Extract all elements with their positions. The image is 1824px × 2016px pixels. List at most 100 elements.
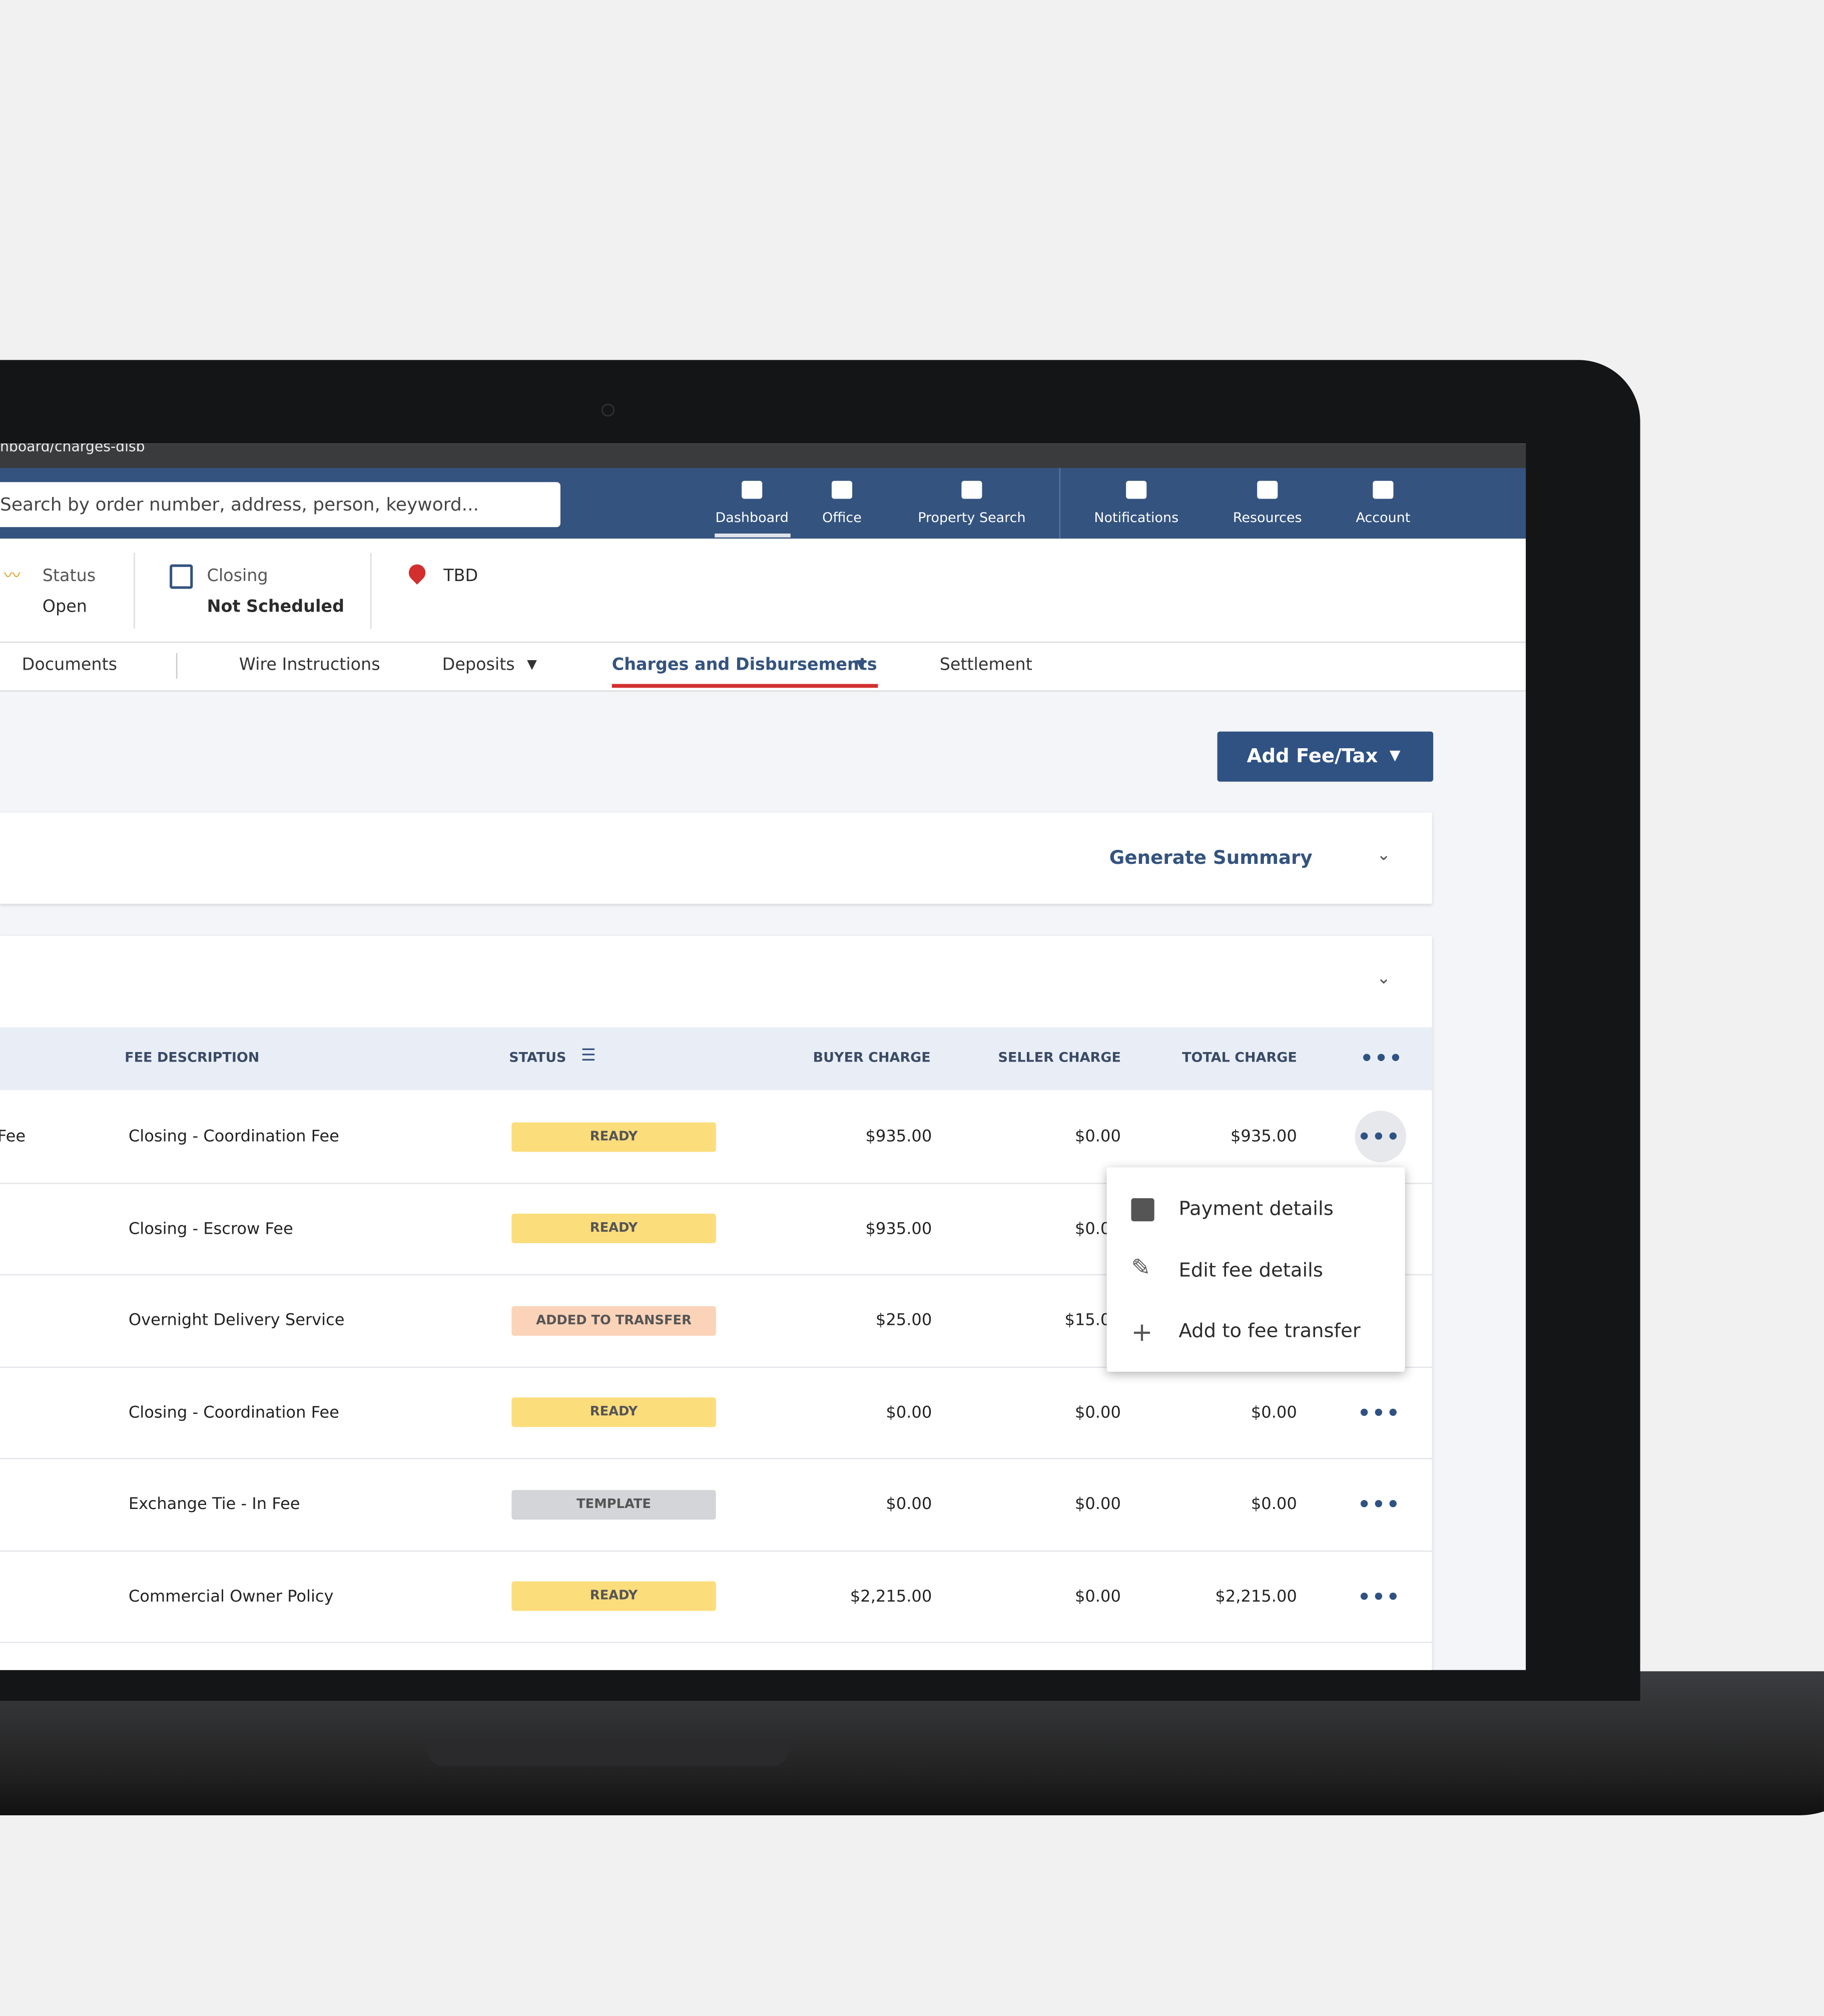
caret: ▼ <box>527 658 537 673</box>
screen: nboard/charges-disb Search by order numb… <box>0 443 1526 1670</box>
fee-code: Fee <box>0 1126 26 1146</box>
menu-icon: + <box>1131 1316 1153 1347</box>
row-menu[interactable]: ••• <box>1357 1584 1401 1609</box>
status-badge: READY <box>511 1581 716 1611</box>
menu-icon: ✎ <box>1131 1255 1151 1282</box>
caret: ▼ <box>856 658 866 673</box>
nav-icon <box>831 480 853 499</box>
nav-divider <box>1059 468 1061 539</box>
divider <box>176 653 178 679</box>
tab-bar <box>0 641 1526 692</box>
buyer-charge: $935.00 <box>865 1126 932 1146</box>
browser-bar <box>0 443 1526 468</box>
chevron[interactable]: ⌄ <box>1377 846 1391 865</box>
divider <box>134 553 135 629</box>
buyer-charge: $2,215.00 <box>850 1585 932 1605</box>
status-badge: READY <box>511 1122 716 1152</box>
total-charge: $0.00 <box>1251 1493 1297 1513</box>
column-header: SELLER CHARGE <box>998 1050 1121 1066</box>
url: nboard/charges-disb <box>0 443 145 455</box>
chevron[interactable]: ⌄ <box>1377 969 1391 989</box>
status-icon: 〰 <box>4 567 21 587</box>
tab[interactable]: Documents <box>22 656 118 675</box>
row-divider <box>0 1457 1432 1459</box>
nav-icon <box>742 480 763 499</box>
add-fee-label: Add Fee/Tax <box>1247 744 1378 768</box>
calendar-icon <box>170 564 193 589</box>
add-fee-button[interactable] <box>1217 731 1434 782</box>
row-divider <box>0 1550 1432 1552</box>
search-placeholder: Search by order number, address, person,… <box>0 494 479 516</box>
caret: ▼ <box>1389 747 1401 764</box>
buyer-charge: $25.00 <box>875 1309 932 1329</box>
row-menu[interactable]: ••• <box>1360 1046 1404 1071</box>
table-header <box>0 1027 1432 1091</box>
tab-underline <box>612 684 878 688</box>
search-box[interactable] <box>0 482 560 528</box>
tab[interactable]: Wire Instructions <box>239 656 380 675</box>
summary-card <box>0 812 1432 904</box>
status-bar <box>0 539 1526 642</box>
column-header: BUYER CHARGE <box>813 1050 931 1066</box>
fee-description: Exchange Tie - In Fee <box>128 1493 300 1513</box>
row-divider <box>0 1182 1432 1184</box>
tab[interactable]: Deposits <box>442 656 515 675</box>
context-menu <box>1106 1167 1405 1372</box>
row-menu[interactable]: ••• <box>1357 1124 1401 1149</box>
buyer-charge: $0.00 <box>886 1493 932 1513</box>
menu-item[interactable]: Edit fee details <box>1178 1258 1323 1281</box>
total-charge: $2,215.00 <box>1215 1585 1297 1605</box>
status-badge: READY <box>511 1397 716 1427</box>
row-divider <box>0 1274 1432 1276</box>
row-divider <box>0 1366 1432 1367</box>
nav-icon <box>1126 480 1147 499</box>
summary-title[interactable]: Generate Summary <box>1109 848 1313 869</box>
seller-charge: $0.00 <box>1074 1126 1121 1146</box>
laptop-notch <box>426 1738 790 1767</box>
status-badge: READY <box>511 1213 716 1243</box>
nav-item[interactable]: Account <box>1356 510 1411 526</box>
total-charge: $0.00 <box>1251 1401 1297 1421</box>
closing-label: Closing <box>207 567 268 587</box>
camera <box>601 403 615 417</box>
nav-item[interactable]: Office <box>822 510 862 526</box>
row-menu[interactable]: ••• <box>1357 1400 1401 1425</box>
tab[interactable]: Charges and Disbursements <box>612 656 877 675</box>
menu-icon <box>1131 1198 1154 1222</box>
nav-icon <box>961 480 982 499</box>
fee-description: Overnight Delivery Service <box>128 1309 345 1329</box>
status-value: Open <box>42 598 87 617</box>
fee-description: Closing - Coordination Fee <box>128 1401 339 1421</box>
screen-bottom <box>0 1642 1432 1643</box>
nav-item[interactable]: Resources <box>1233 510 1302 526</box>
column-header: TOTAL CHARGE <box>1182 1050 1297 1066</box>
nav-active <box>715 534 791 538</box>
menu-item[interactable]: Payment details <box>1178 1197 1334 1220</box>
seller-charge: $0.00 <box>1074 1585 1121 1605</box>
menu-item[interactable]: Add to fee transfer <box>1178 1319 1361 1342</box>
tab[interactable]: Settlement <box>939 656 1032 675</box>
buyer-charge: $935.00 <box>865 1218 932 1237</box>
status-label: Status <box>42 567 96 587</box>
filter-icon[interactable]: ☰ <box>581 1046 596 1066</box>
closing-value: Not Scheduled <box>207 598 345 617</box>
dots-hover <box>1355 1111 1407 1163</box>
status-badge: TEMPLATE <box>511 1489 716 1519</box>
nav-icon <box>1373 480 1394 499</box>
total-charge: $935.00 <box>1231 1126 1297 1146</box>
nav-item[interactable]: Property Search <box>918 510 1026 526</box>
column-header: STATUS <box>509 1050 566 1066</box>
column-header: FEE DESCRIPTION <box>125 1050 260 1066</box>
fee-description: Closing - Coordination Fee <box>128 1126 339 1146</box>
seller-charge: $0.00 <box>1074 1401 1121 1421</box>
buyer-charge: $0.00 <box>886 1401 932 1421</box>
nav-item[interactable]: Notifications <box>1094 510 1179 526</box>
fee-description: Commercial Owner Policy <box>128 1585 334 1605</box>
location: TBD <box>443 567 478 587</box>
row-menu[interactable]: ••• <box>1357 1491 1401 1517</box>
nav-item[interactable]: Dashboard <box>715 510 789 526</box>
divider <box>370 553 372 629</box>
seller-charge: $0.00 <box>1074 1493 1121 1513</box>
